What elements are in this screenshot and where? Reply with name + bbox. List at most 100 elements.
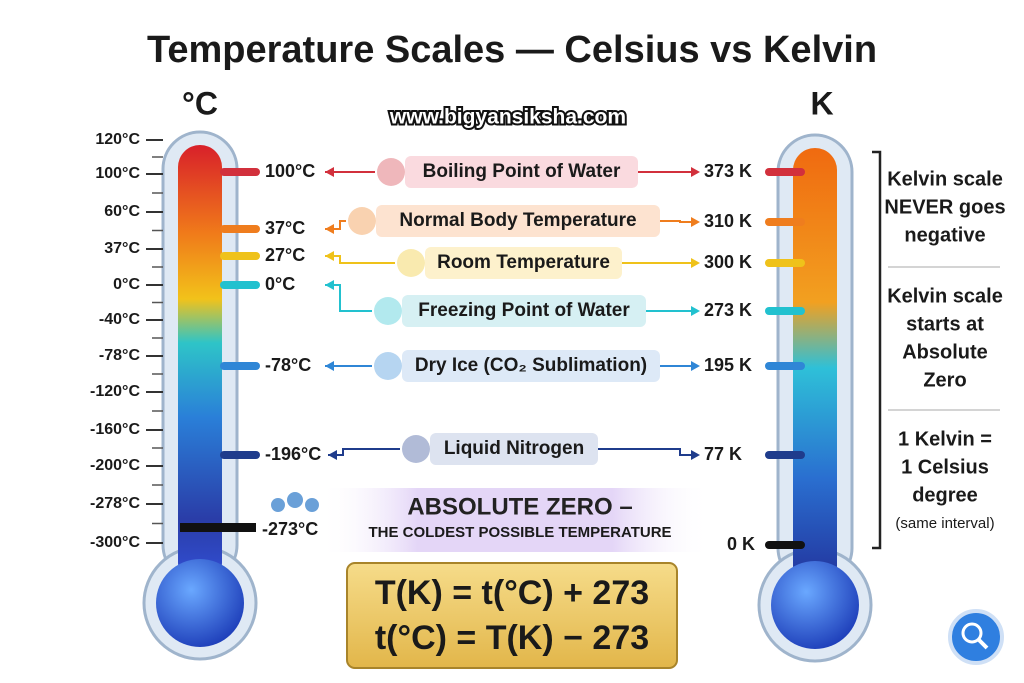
kelvin-marker xyxy=(765,168,805,176)
note-line: Kelvin scale xyxy=(887,285,1003,307)
note-line: starts at xyxy=(906,313,984,335)
celsius-thermometer xyxy=(142,130,258,661)
point-box xyxy=(405,156,638,188)
zero-kelvin-bar xyxy=(765,541,805,549)
kelvin-value: 373 K xyxy=(704,161,752,181)
celsius-value: -196°C xyxy=(265,444,321,464)
point-icon xyxy=(348,207,376,235)
celsius-tick-label: -160°C xyxy=(90,421,140,438)
website: www.bigyansiksha.com xyxy=(389,106,626,129)
celsius-marker xyxy=(220,281,260,289)
absolute-zero-celsius: -273°C xyxy=(262,519,318,539)
celsius-tick-label: -278°C xyxy=(90,495,140,512)
celsius-value: 100°C xyxy=(265,161,315,181)
snowflake-icons xyxy=(271,492,319,512)
note-aside: (same interval) xyxy=(895,515,994,532)
celsius-tick-label: 37°C xyxy=(104,240,140,257)
point-label: Freezing Point of Water xyxy=(418,300,630,321)
note-line: 1 Celsius xyxy=(901,456,989,478)
point-box xyxy=(402,350,660,382)
absolute-zero-banner xyxy=(320,488,710,552)
point-label: Normal Body Temperature xyxy=(399,210,636,231)
point-label: Liquid Nitrogen xyxy=(444,438,584,459)
kelvin-unit: K xyxy=(810,85,833,121)
celsius-unit: °C xyxy=(182,85,218,121)
note-line: degree xyxy=(912,484,978,506)
celsius-marker xyxy=(220,225,260,233)
point-icon xyxy=(402,435,430,463)
celsius-tick-label: -120°C xyxy=(90,383,140,400)
celsius-tick-label: 120°C xyxy=(95,131,140,148)
note-line: Zero xyxy=(923,369,966,391)
celsius-tick-label: -40°C xyxy=(99,311,141,328)
kelvin-marker xyxy=(765,259,805,267)
celsius-tick-label: 60°C xyxy=(104,203,140,220)
celsius-tick-label: 0°C xyxy=(113,276,140,293)
point-icon xyxy=(397,249,425,277)
note-line: Absolute xyxy=(902,341,988,363)
point-icon xyxy=(374,297,402,325)
arrow-head xyxy=(691,167,700,177)
celsius-tick-label: 100°C xyxy=(95,165,140,182)
arrow-head xyxy=(325,251,334,261)
arrow-head xyxy=(691,217,700,227)
arrow xyxy=(598,448,695,456)
celsius-marker xyxy=(220,451,260,459)
celsius-marker xyxy=(220,168,260,176)
note-line: negative xyxy=(904,224,985,246)
kelvin-marker xyxy=(765,218,805,226)
kelvin-marker xyxy=(765,362,805,370)
arrow-head xyxy=(325,224,334,234)
kelvin-value: 195 K xyxy=(704,355,752,375)
celsius-marker xyxy=(220,252,260,260)
celsius-value: 27°C xyxy=(265,245,305,265)
arrow-head xyxy=(691,306,700,316)
point-box xyxy=(402,295,646,327)
point-icon xyxy=(374,352,402,380)
arrow-head xyxy=(691,361,700,371)
point-label: Boiling Point of Water xyxy=(423,161,621,182)
title: Temperature Scales — Celsius vs Kelvin xyxy=(147,29,877,71)
kelvin-marker xyxy=(765,451,805,459)
absolute-zero-title: ABSOLUTE ZERO – xyxy=(407,493,632,520)
arrow-head xyxy=(325,361,334,371)
kelvin-thermometer xyxy=(757,133,873,663)
point-label: Room Temperature xyxy=(437,252,610,273)
arrow-head xyxy=(325,167,334,177)
celsius-marker xyxy=(220,362,260,370)
point-box xyxy=(376,205,660,237)
formula-box xyxy=(346,562,678,669)
note-line: 1 Kelvin = xyxy=(898,428,992,450)
point-icon xyxy=(377,158,405,186)
kelvin-value: 273 K xyxy=(704,300,752,320)
point-box xyxy=(425,247,622,279)
note-line: Kelvin scale xyxy=(887,168,1003,190)
arrow-head xyxy=(691,258,700,268)
kelvin-value: 77 K xyxy=(704,444,742,464)
arrow-head xyxy=(328,450,337,460)
arrow xyxy=(325,255,395,264)
celsius-tick-label: -200°C xyxy=(90,457,140,474)
notes-bracket xyxy=(872,150,882,550)
absolute-zero-kelvin: 0 K xyxy=(727,534,755,554)
celsius-tick-label: -78°C xyxy=(99,347,141,364)
arrow-head xyxy=(691,450,700,460)
arrow xyxy=(328,448,400,456)
arrow-head xyxy=(325,280,334,290)
point-label: Dry Ice (CO₂ Sublimation) xyxy=(415,355,647,376)
celsius-value: 37°C xyxy=(265,218,305,238)
formula: t(°C) = T(K) − 273 xyxy=(375,619,649,657)
kelvin-value: 300 K xyxy=(704,252,752,272)
arrow xyxy=(660,220,695,223)
celsius-value: -78°C xyxy=(265,355,311,375)
kelvin-value: 310 K xyxy=(704,211,752,231)
celsius-tick-label: -300°C xyxy=(90,534,140,551)
absolute-zero-subtitle: THE COLDEST POSSIBLE TEMPERATURE xyxy=(368,524,671,541)
search-button[interactable] xyxy=(948,609,1004,665)
formula: T(K) = t(°C) + 273 xyxy=(375,574,649,612)
absolute-zero-bar xyxy=(180,523,256,532)
kelvin-marker xyxy=(765,307,805,315)
note-line: NEVER goes xyxy=(884,196,1005,218)
point-box xyxy=(430,433,598,465)
